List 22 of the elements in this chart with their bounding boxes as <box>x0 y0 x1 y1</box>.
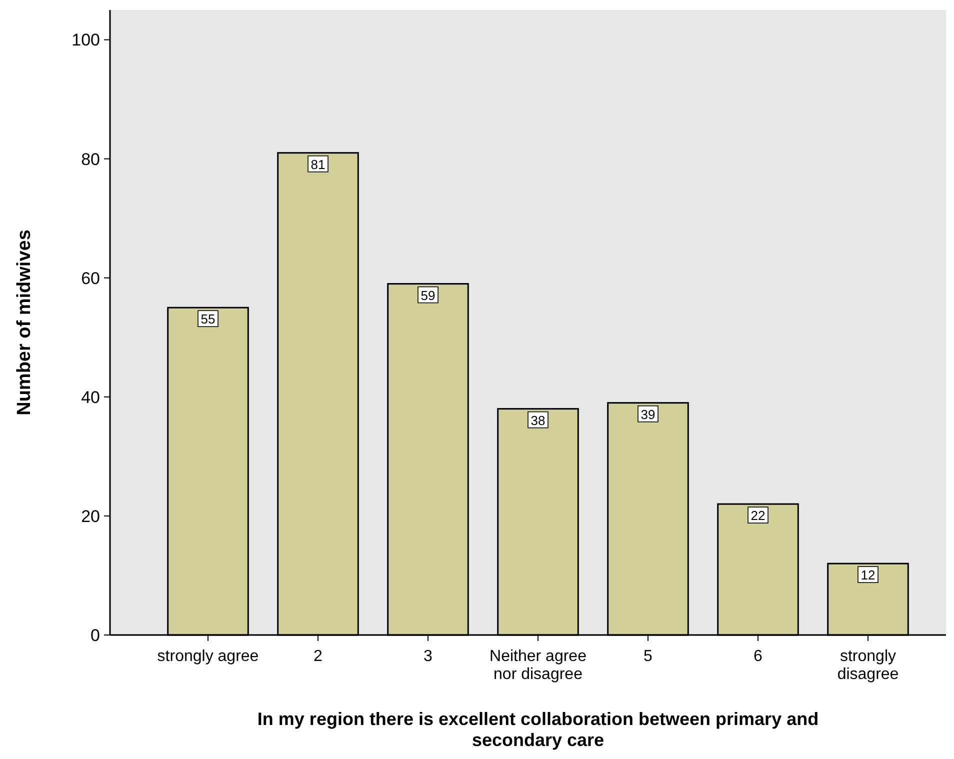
x-tick-label: 3 <box>424 648 433 665</box>
data-label: 81 <box>310 156 326 172</box>
x-tick-label: strongly agree <box>157 648 259 665</box>
x-tick-label: 6 <box>754 648 763 665</box>
x-axis-title: In my region there is excellent collaboration between primary and secondary care <box>257 709 819 750</box>
x-tick-label: strongly disagree <box>837 648 899 683</box>
data-label: 38 <box>530 412 546 428</box>
x-tick-label: 5 <box>644 648 653 665</box>
y-tick-label: 0 <box>90 626 100 645</box>
data-label: 22 <box>750 508 766 524</box>
y-tick-label: 20 <box>81 506 100 526</box>
data-label: 12 <box>860 568 876 583</box>
y-tick-label: 80 <box>81 150 100 169</box>
y-tick-label: 60 <box>81 268 100 288</box>
y-axis-title: Number of midwives <box>14 230 35 416</box>
y-tick-label: 100 <box>72 30 100 50</box>
x-tick-label: 2 <box>314 648 323 665</box>
data-label: 59 <box>420 288 436 303</box>
x-tick-label: Neither agree nor disagree <box>490 648 587 683</box>
data-label: 39 <box>640 406 656 422</box>
data-label: 55 <box>200 312 216 327</box>
y-tick-label: 40 <box>81 388 100 407</box>
